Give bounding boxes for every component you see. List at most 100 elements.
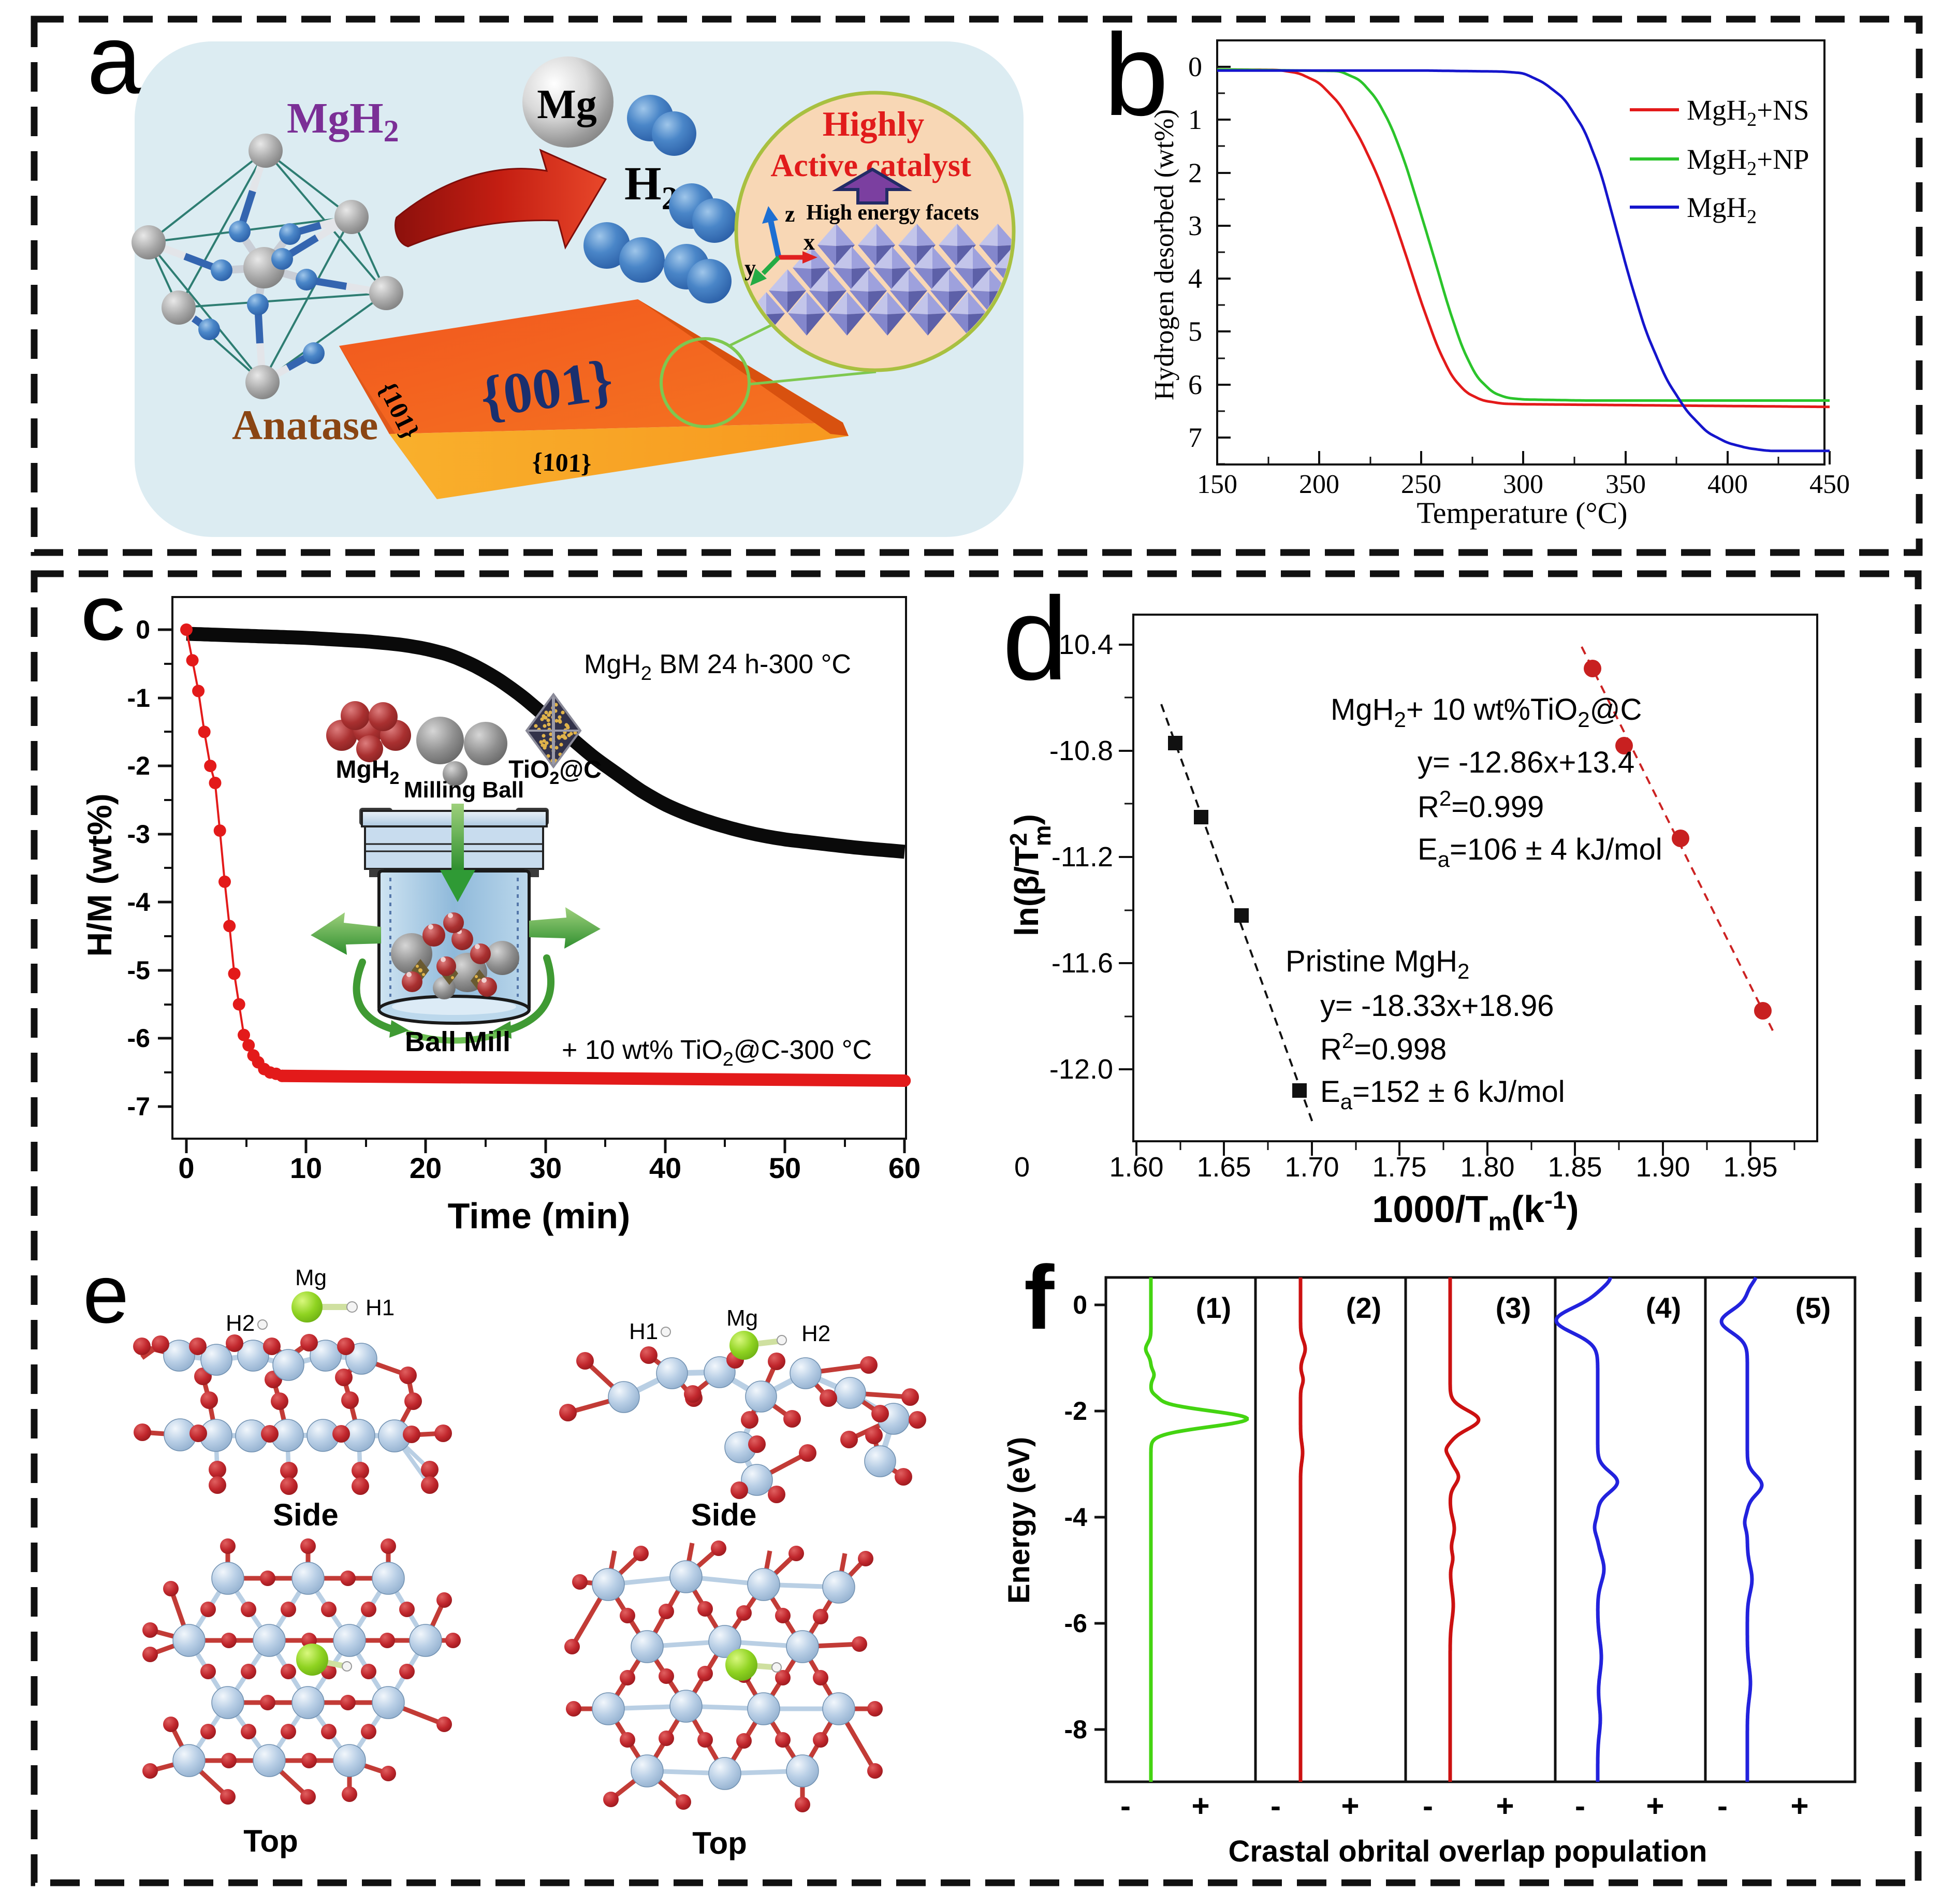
svg-text:b: b — [1104, 9, 1169, 140]
svg-text:MgH2: MgH2 — [1687, 192, 1757, 228]
svg-text:R2=0.998: R2=0.998 — [1320, 1028, 1447, 1066]
svg-text:z: z — [785, 201, 795, 227]
svg-text:(3): (3) — [1496, 1291, 1531, 1324]
svg-text:a: a — [87, 5, 142, 114]
svg-text:1000/Tm(k-1): 1000/Tm(k-1) — [1372, 1187, 1579, 1236]
svg-text:Side: Side — [273, 1498, 339, 1532]
svg-text:-: - — [1423, 1789, 1433, 1823]
svg-text:-: - — [1575, 1789, 1585, 1823]
svg-text:-5: -5 — [127, 956, 150, 985]
svg-text:1.70: 1.70 — [1284, 1152, 1339, 1183]
svg-text:H1: H1 — [366, 1295, 395, 1320]
svg-text:Mg: Mg — [537, 82, 597, 127]
svg-text:Pristine MgH2: Pristine MgH2 — [1286, 944, 1469, 983]
svg-text:-: - — [1270, 1789, 1281, 1823]
svg-text:Milling Ball: Milling Ball — [404, 777, 524, 803]
svg-text:+: + — [1191, 1789, 1209, 1823]
svg-text:3: 3 — [1188, 210, 1202, 241]
svg-text:1.80: 1.80 — [1460, 1152, 1514, 1183]
svg-text:250: 250 — [1401, 470, 1441, 499]
svg-text:C: C — [82, 587, 125, 653]
svg-text:0: 0 — [1188, 51, 1202, 82]
svg-text:(4): (4) — [1646, 1291, 1681, 1324]
svg-text:0: 0 — [1073, 1290, 1087, 1319]
svg-text:(5): (5) — [1795, 1291, 1831, 1324]
svg-text:MgH2: MgH2 — [287, 94, 399, 148]
svg-text:150: 150 — [1197, 470, 1237, 499]
svg-text:Anatase: Anatase — [232, 401, 378, 448]
svg-text:-12.0: -12.0 — [1049, 1054, 1113, 1085]
svg-text:Top: Top — [692, 1826, 747, 1861]
svg-text:350: 350 — [1605, 470, 1646, 499]
svg-text:y: y — [744, 255, 756, 281]
svg-text:400: 400 — [1707, 470, 1748, 499]
svg-text:-7: -7 — [127, 1092, 150, 1121]
svg-text:Side: Side — [691, 1498, 757, 1532]
svg-text:Mg: Mg — [726, 1305, 758, 1331]
svg-text:Highly: Highly — [823, 104, 925, 143]
svg-text:Ea=152 ± 6 kJ/mol: Ea=152 ± 6 kJ/mol — [1320, 1075, 1565, 1114]
svg-text:-10.4: -10.4 — [1049, 629, 1113, 660]
svg-text:1.90: 1.90 — [1635, 1152, 1690, 1183]
svg-text:0: 0 — [136, 615, 150, 644]
svg-text:H2: H2 — [226, 1311, 255, 1336]
svg-text:f: f — [1024, 1247, 1055, 1348]
svg-text:x: x — [804, 229, 815, 255]
svg-text:2: 2 — [1188, 157, 1202, 188]
svg-text:-4: -4 — [1064, 1503, 1088, 1532]
svg-text:-: - — [1120, 1789, 1131, 1823]
svg-text:-2: -2 — [1064, 1397, 1087, 1426]
svg-text:y= -12.86x+13.4: y= -12.86x+13.4 — [1418, 746, 1634, 779]
svg-text:y= -18.33x+18.96: y= -18.33x+18.96 — [1320, 989, 1554, 1023]
svg-text:(1): (1) — [1196, 1291, 1231, 1324]
svg-text:40: 40 — [649, 1152, 681, 1184]
svg-text:Crastal obrital overlap popula: Crastal obrital overlap population — [1229, 1835, 1707, 1868]
svg-text:MgH2 BM 24 h-300 °C: MgH2 BM 24 h-300 °C — [584, 649, 851, 685]
svg-text:1.60: 1.60 — [1109, 1152, 1163, 1183]
svg-text:+: + — [1496, 1789, 1514, 1823]
svg-text:d: d — [1002, 573, 1068, 705]
svg-text:(2): (2) — [1346, 1291, 1381, 1324]
svg-text:20: 20 — [410, 1152, 442, 1184]
svg-text:H2: H2 — [801, 1321, 830, 1346]
svg-text:-2: -2 — [127, 751, 150, 780]
svg-text:1.65: 1.65 — [1196, 1152, 1251, 1183]
svg-text:0: 0 — [178, 1152, 194, 1184]
svg-text:High energy facets: High energy facets — [806, 201, 979, 225]
svg-text:7: 7 — [1188, 422, 1202, 453]
svg-text:Ea=106 ± 4 kJ/mol: Ea=106 ± 4 kJ/mol — [1418, 833, 1662, 871]
svg-text:Temperature (°C): Temperature (°C) — [1416, 496, 1627, 530]
svg-text:5: 5 — [1188, 316, 1202, 347]
svg-text:TiO2@C: TiO2@C — [508, 756, 602, 788]
svg-text:1: 1 — [1188, 104, 1202, 135]
svg-text:450: 450 — [1809, 470, 1850, 499]
svg-text:R2=0.999: R2=0.999 — [1418, 786, 1544, 824]
svg-text:MgH2+ 10 wt%TiO2@C: MgH2+ 10 wt%TiO2@C — [1331, 693, 1642, 732]
svg-text:4: 4 — [1188, 263, 1202, 294]
svg-text:Energy (eV): Energy (eV) — [1002, 1437, 1036, 1604]
svg-text:30: 30 — [530, 1152, 562, 1184]
svg-text:6: 6 — [1188, 369, 1202, 400]
svg-text:-1: -1 — [127, 684, 150, 713]
svg-text:Top: Top — [243, 1824, 298, 1858]
svg-text:-11.2: -11.2 — [1051, 841, 1113, 873]
svg-text:300: 300 — [1503, 470, 1543, 499]
svg-text:-11.6: -11.6 — [1051, 948, 1113, 979]
svg-text:+: + — [1341, 1789, 1359, 1823]
svg-text:50: 50 — [769, 1152, 801, 1184]
svg-text:200: 200 — [1299, 470, 1339, 499]
svg-text:-10.8: -10.8 — [1049, 735, 1113, 766]
svg-text:1.75: 1.75 — [1372, 1152, 1426, 1183]
svg-text:Time (min): Time (min) — [448, 1196, 631, 1236]
svg-text:60: 60 — [888, 1152, 921, 1184]
svg-text:Hydrogen desorbed (wt%): Hydrogen desorbed (wt%) — [1149, 109, 1179, 400]
svg-text:-8: -8 — [1064, 1715, 1087, 1744]
svg-text:1.85: 1.85 — [1547, 1152, 1602, 1183]
svg-text:-: - — [1717, 1789, 1728, 1823]
svg-text:{101}: {101} — [532, 447, 592, 478]
svg-text:-4: -4 — [127, 888, 151, 917]
svg-text:-3: -3 — [127, 820, 150, 849]
svg-text:-6: -6 — [127, 1024, 150, 1053]
svg-text:+: + — [1646, 1789, 1664, 1823]
svg-text:+ 10 wt% TiO2@C-300 °C: + 10 wt% TiO2@C-300 °C — [562, 1035, 872, 1070]
